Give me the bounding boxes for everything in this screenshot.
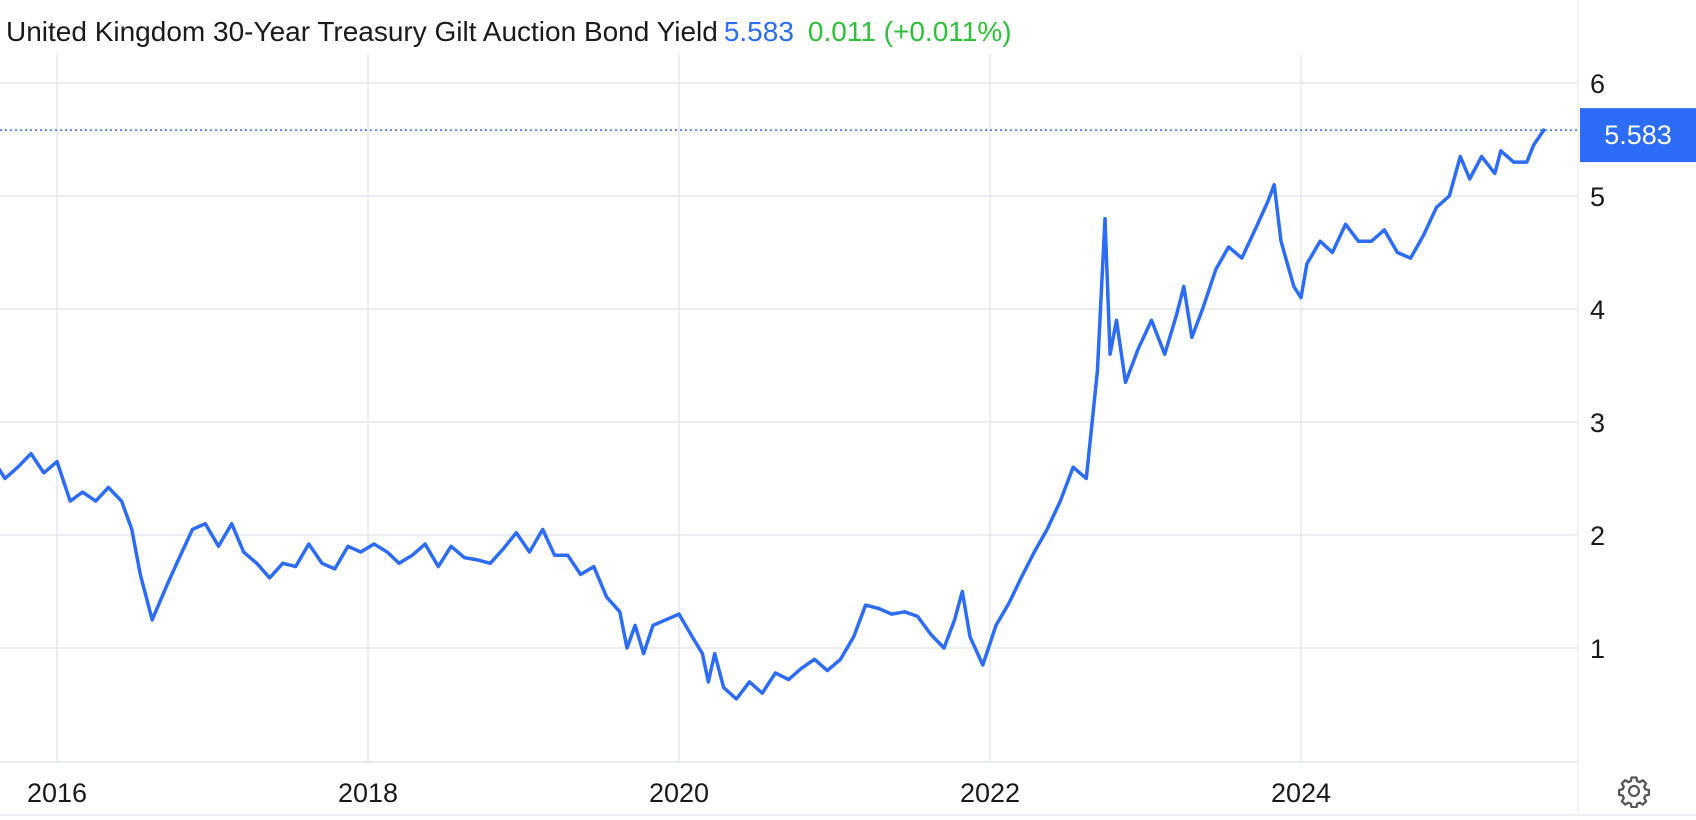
y-tick-label: 1 <box>1590 634 1605 664</box>
x-tick-label: 2016 <box>27 778 87 808</box>
chart-header: United Kingdom 30-Year Treasury Gilt Auc… <box>6 14 1012 50</box>
current-value: 5.583 <box>723 16 794 47</box>
value-change: 0.011 (+0.011%) <box>807 16 1012 47</box>
axis-ticks: 1 2 3 4 5 6 2016 2018 2020 2022 2024 <box>27 69 1605 808</box>
x-tick-label: 2024 <box>1271 778 1331 808</box>
y-tick-label: 5 <box>1590 182 1605 212</box>
last-value-badge <box>1580 108 1696 163</box>
settings-gear-button[interactable] <box>1617 774 1651 809</box>
chart-title: United Kingdom 30-Year Treasury Gilt Auc… <box>6 16 718 47</box>
gear-icon <box>1617 776 1651 809</box>
yield-line <box>0 128 1546 701</box>
y-tick-label: 6 <box>1590 69 1605 99</box>
y-tick-label: 2 <box>1590 521 1605 551</box>
y-tick-label: 4 <box>1590 295 1605 325</box>
x-tick-label: 2018 <box>338 778 398 808</box>
last-value-label: 5.583 <box>1604 120 1672 150</box>
x-tick-label: 2020 <box>649 778 709 808</box>
y-tick-label: 3 <box>1590 408 1605 438</box>
series-layer <box>0 128 1546 701</box>
last-value-marker: 5.583 <box>0 108 1696 163</box>
x-tick-label: 2022 <box>960 778 1020 808</box>
